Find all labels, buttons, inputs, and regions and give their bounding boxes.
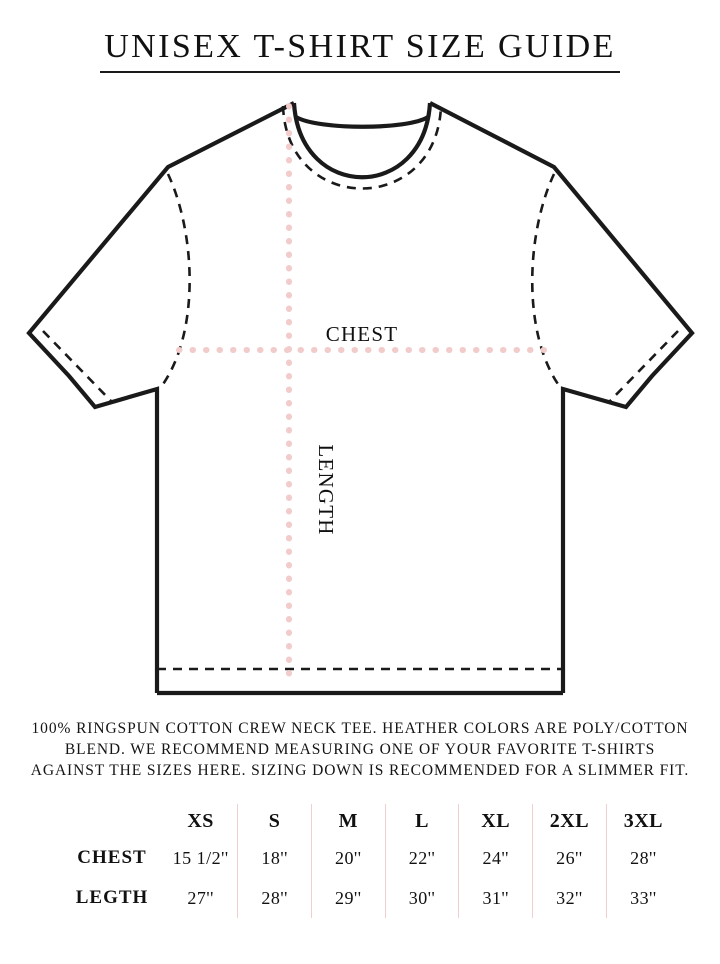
- size-chart-header-row: XS S M L XL 2XL 3XL: [60, 804, 680, 838]
- size-chart-table-container: XS S M L XL 2XL 3XL CHEST 15 1/2'' 18'' …: [60, 804, 680, 934]
- size-header-3xl: 3XL: [605, 804, 680, 838]
- page-title-container: UNISEX T-SHIRT SIZE GUIDE: [0, 28, 720, 74]
- collar-inner-arc-path: [294, 115, 430, 129]
- collar-seam-dashed-path: [281, 105, 443, 190]
- length-value-s: 28'': [237, 878, 312, 918]
- length-value-3xl: 33'': [605, 878, 680, 918]
- table-row: CHEST 15 1/2'' 18'' 20'' 22'' 24'' 26'' …: [60, 838, 680, 878]
- size-chart-corner-cell: [60, 804, 164, 838]
- shirt-stitch-lines-group: [42, 105, 679, 671]
- size-header-m: M: [310, 804, 386, 838]
- size-header-s: S: [237, 804, 312, 838]
- chest-value-xl: 24'': [458, 838, 533, 878]
- length-value-xl: 31'': [458, 878, 533, 918]
- length-value-xs: 27'': [187, 887, 214, 908]
- tshirt-illustration: CHEST LENGTH: [0, 84, 720, 708]
- right-cuff-hem-dashed-path: [609, 330, 679, 402]
- description-line-3: AGAINST THE SIZES HERE. SIZING DOWN IS R…: [30, 762, 690, 779]
- size-chart-table: XS S M L XL 2XL 3XL CHEST 15 1/2'' 18'' …: [60, 804, 680, 918]
- length-value-2xl: 32'': [532, 878, 607, 918]
- length-measure-label: LENGTH: [314, 444, 338, 535]
- chest-value-3xl: 28'': [605, 838, 680, 878]
- length-value-l: 30'': [384, 878, 459, 918]
- right-armhole-seam-dashed-path: [530, 173, 562, 388]
- shirt-body-right-path: [429, 101, 695, 693]
- table-row: LEGTH 27'' 28'' 29'' 30'' 31'' 32'' 33'': [60, 878, 680, 918]
- left-armhole-seam-dashed-path: [159, 173, 191, 388]
- product-description: 100% RINGSPUN COTTON CREW NECK TEE. HEAT…: [8, 718, 712, 781]
- shirt-body-left-path: [26, 101, 295, 693]
- chest-value-s: 18'': [237, 838, 312, 878]
- description-line-2: BLEND. WE RECOMMEND MEASURING ONE OF YOU…: [64, 741, 656, 758]
- size-header-xl: XL: [458, 804, 533, 838]
- description-line-1: 100% RINGSPUN COTTON CREW NECK TEE. HEAT…: [31, 720, 689, 737]
- length-value-m: 29'': [310, 878, 386, 918]
- chest-value-2xl: 26'': [532, 838, 607, 878]
- size-header-2xl: 2XL: [532, 804, 607, 838]
- size-header-l: L: [384, 804, 459, 838]
- measurement-guides-group: [176, 103, 556, 687]
- chest-value-xs: 15 1/2'': [172, 847, 229, 868]
- row-label-length: LEGTH: [75, 887, 149, 908]
- chest-value-m: 20'': [310, 838, 386, 878]
- shirt-outline-group: [26, 101, 695, 696]
- chest-value-l: 22'': [384, 838, 459, 878]
- page-title: UNISEX T-SHIRT SIZE GUIDE: [100, 28, 620, 74]
- size-header-xs: XS: [187, 809, 214, 832]
- row-label-chest: CHEST: [77, 847, 147, 868]
- chest-measure-label: CHEST: [326, 322, 399, 346]
- collar-outer-arc-path: [291, 102, 433, 180]
- left-cuff-hem-dashed-path: [42, 330, 112, 402]
